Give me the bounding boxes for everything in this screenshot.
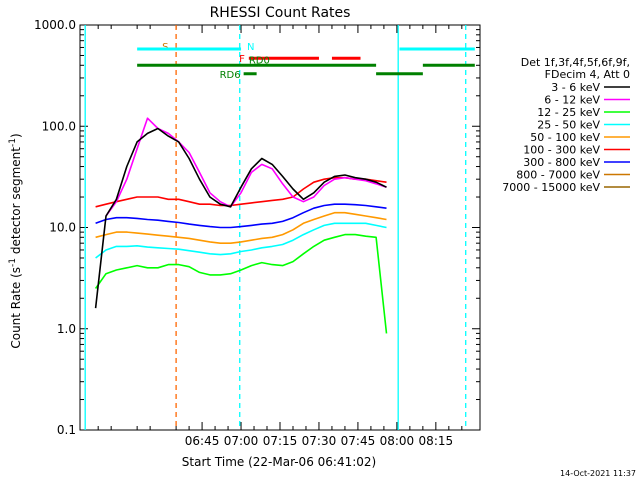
plot-frame — [79, 24, 481, 431]
series-line — [95, 176, 387, 208]
legend-label: 6 - 12 keV — [544, 94, 600, 107]
y-tick-label: 1000.0 — [34, 18, 76, 32]
x-tick-label: 08:15 — [419, 434, 454, 448]
legend-label: 50 - 100 keV — [530, 131, 600, 144]
x-tick-label: 06:45 — [185, 434, 220, 448]
legend-label: 12 - 25 keV — [537, 106, 600, 119]
y-axis-label-suffix: ) — [9, 133, 23, 138]
series-line — [105, 117, 387, 217]
legend-label: 300 - 800 keV — [523, 156, 600, 169]
y-tick-label: 10.0 — [49, 221, 76, 235]
x-tick-label: 07:00 — [224, 434, 259, 448]
chart-title: RHESSI Count Rates — [210, 5, 351, 21]
annotation-label: F — [239, 54, 245, 65]
y-axis-label-sup: -1 — [8, 258, 18, 267]
x-tick-label: 08:00 — [380, 434, 415, 448]
annotation-label: N — [247, 42, 254, 53]
annotation-label: RD6 — [220, 70, 241, 81]
y-tick-label: 0.1 — [57, 423, 76, 437]
series-line — [95, 203, 387, 229]
y-axis-label-mid: detector segment — [9, 147, 23, 258]
legend-header-2: FDecim 4, Att 0 — [545, 68, 630, 81]
legend-label: 100 - 300 keV — [523, 144, 600, 157]
y-tick-label: 1.0 — [57, 322, 76, 336]
x-tick-label: 07:15 — [263, 434, 298, 448]
plot-area: 1000.0 100.0 10.0 1.0 0.1 06:45 07:00 07:15 07:3… — [34, 18, 481, 448]
series-line — [95, 222, 387, 259]
series-line — [94, 233, 388, 334]
legend-label: 3 - 6 keV — [551, 81, 600, 94]
series-line — [94, 127, 387, 309]
legend-header-1: Det 1f,3f,4f,5f,6f,9f, — [521, 56, 630, 69]
legend-label: 7000 - 15000 keV — [502, 181, 600, 194]
series-line — [95, 211, 387, 244]
y-tick-label: 100.0 — [42, 119, 76, 133]
legend-label: 25 - 50 keV — [537, 119, 600, 132]
x-tick-label: 07:30 — [302, 434, 337, 448]
x-axis-label: Start Time (22-Mar-06 06:41:02) — [182, 455, 376, 469]
timestamp: 14-Oct-2021 11:37 — [560, 469, 636, 478]
y-axis-label-prefix: Count Rate (s — [9, 267, 23, 349]
annotation-label: RD0 — [249, 55, 270, 66]
x-tick-label: 07:45 — [341, 434, 376, 448]
y-axis-label-sup2: -1 — [8, 138, 18, 147]
legend-label: 800 - 7000 keV — [516, 169, 600, 182]
y-axis-label: Count Rate (s-1 detector segment-1) — [8, 133, 23, 348]
legend: Det 1f,3f,4f,5f,6f,9f, FDecim 4, Att 0 3… — [502, 56, 630, 194]
